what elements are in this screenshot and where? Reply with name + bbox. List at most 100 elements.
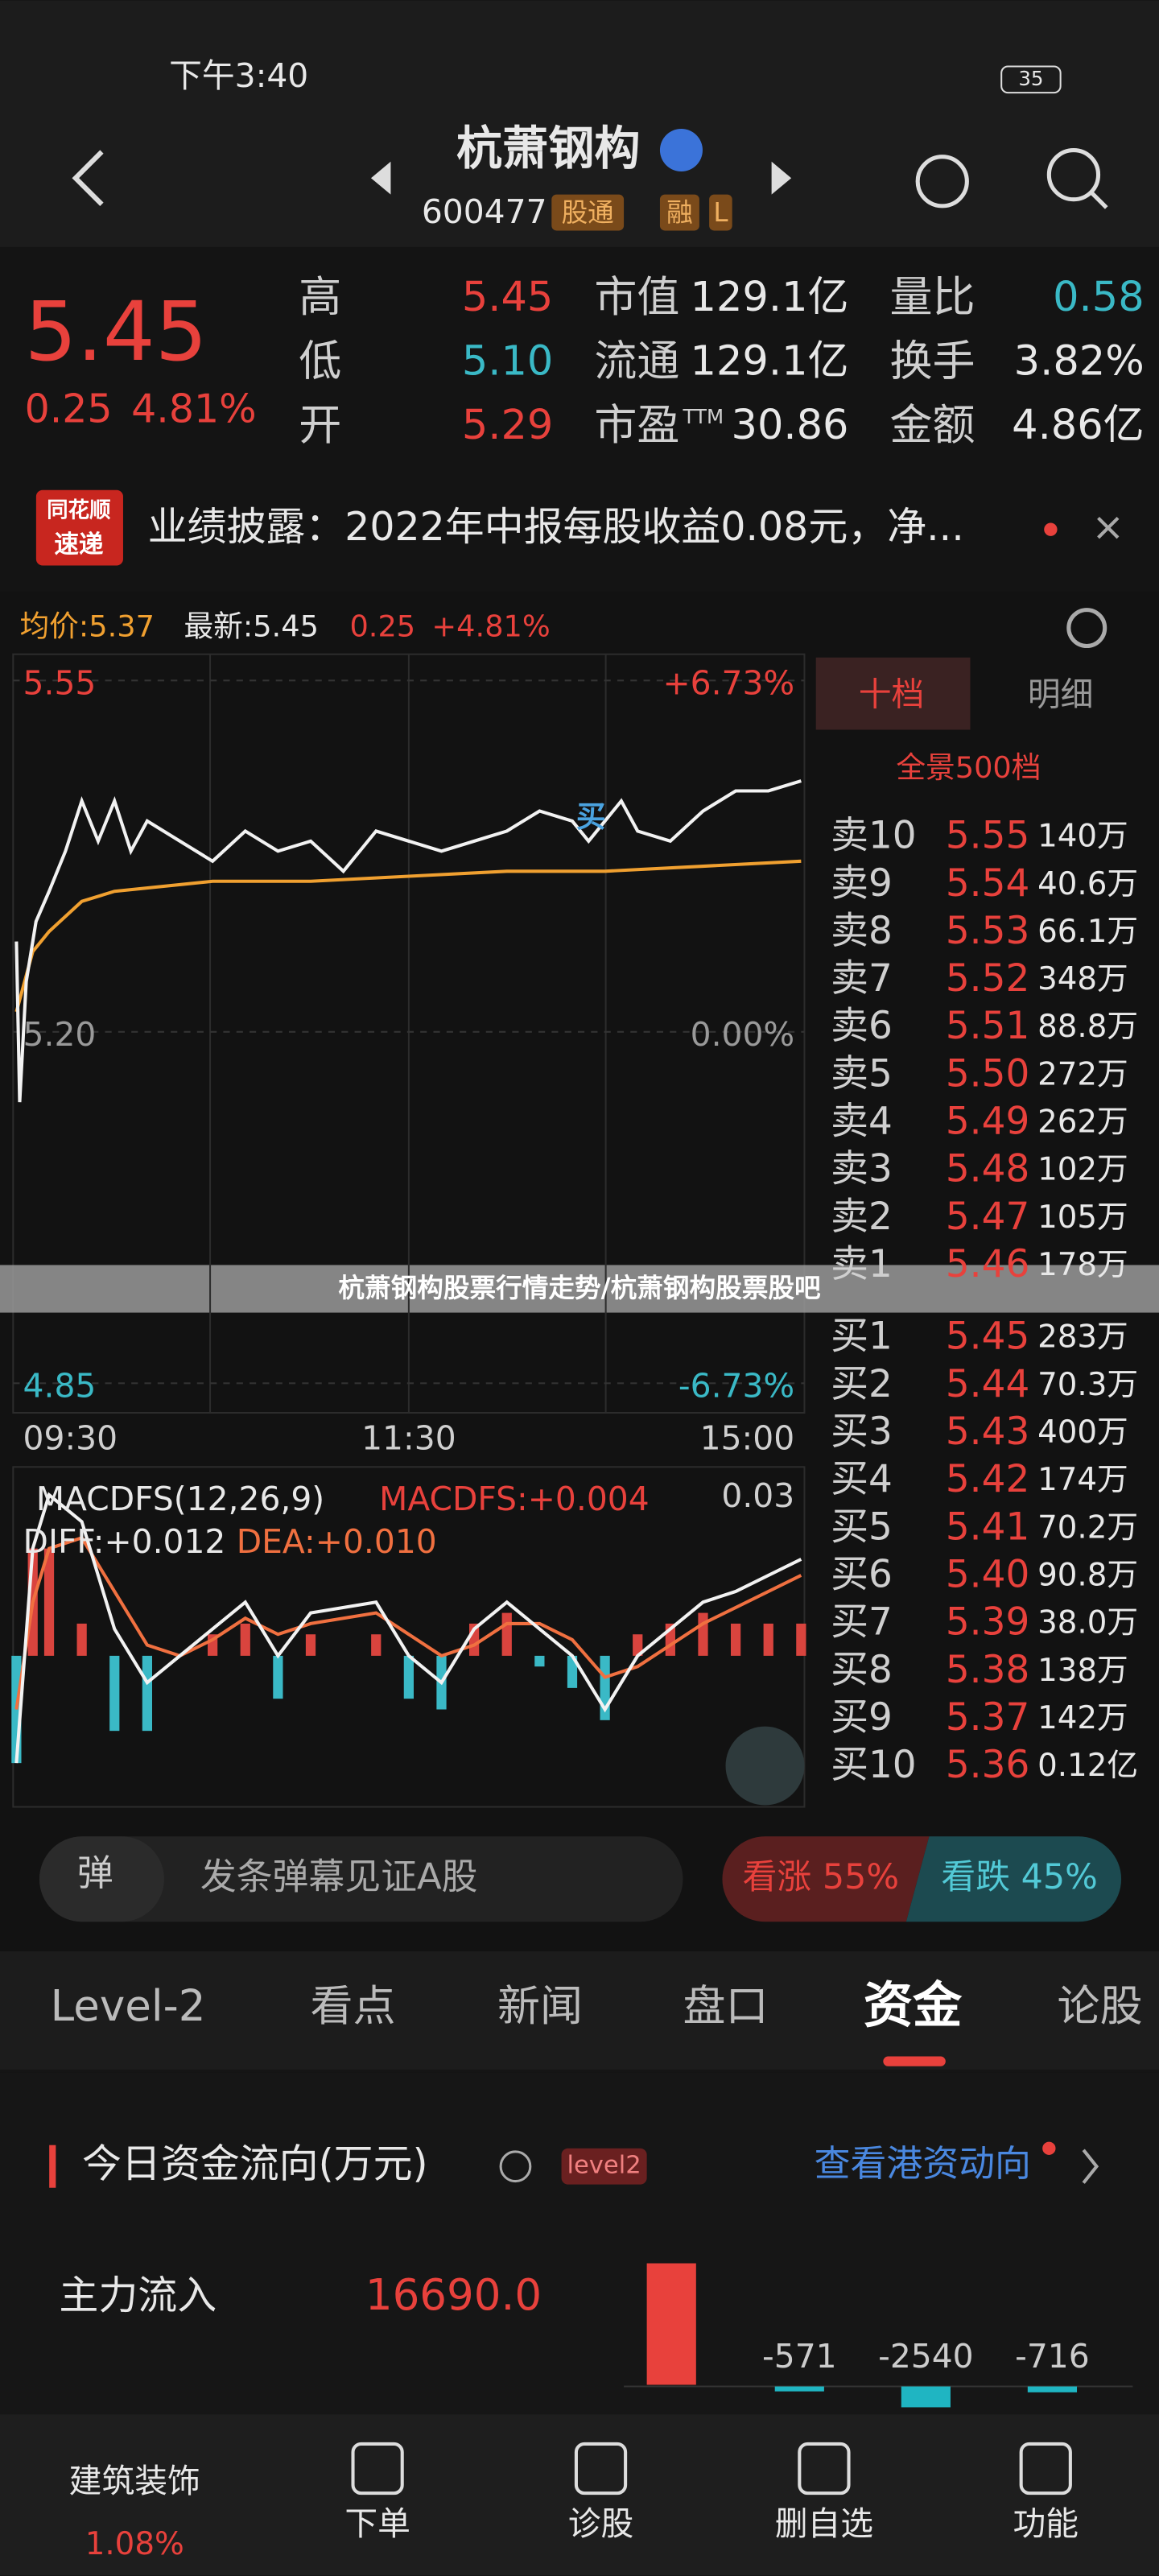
danmaku-icon: 弹 xyxy=(77,1852,113,1894)
book-volume: 178万 xyxy=(1037,1247,1128,1283)
book-level: 买6 xyxy=(831,1552,893,1596)
news-dot xyxy=(1044,522,1058,536)
macd-bar xyxy=(109,1655,120,1732)
book-volume: 102万 xyxy=(1037,1152,1128,1188)
section-tab[interactable]: Level-2 xyxy=(51,1981,206,2031)
stat-value: 129.1亿 xyxy=(691,274,849,321)
news-badge-bottom: 速递 xyxy=(54,531,104,559)
fund-outflow-bar xyxy=(1027,2386,1078,2392)
search-handle xyxy=(1090,191,1108,209)
book-price: 5.40 xyxy=(946,1552,1029,1596)
expand-button[interactable] xyxy=(725,1726,805,1806)
stat-label-sup: TTM xyxy=(682,405,724,428)
book-volume: 272万 xyxy=(1037,1056,1128,1092)
avg-line xyxy=(14,859,802,1013)
dea-line xyxy=(14,1535,802,1710)
book-price: 5.48 xyxy=(946,1147,1029,1191)
book-price: 5.49 xyxy=(946,1100,1029,1144)
book-volume: 138万 xyxy=(1037,1653,1128,1689)
stat-label: 流通 xyxy=(594,336,679,386)
macd-bar xyxy=(567,1655,578,1688)
nav-label[interactable]: 下单 xyxy=(344,2504,410,2543)
hk-flow-link[interactable]: 查看港资动向 xyxy=(815,2142,1031,2185)
stat-label: 市盈 xyxy=(594,400,679,450)
news-badge xyxy=(35,489,123,566)
book-tab[interactable]: 十档 xyxy=(859,675,925,714)
section-tab[interactable]: 看点 xyxy=(311,1981,396,2031)
nav-label[interactable]: 功能 xyxy=(1013,2504,1079,2543)
next-stock[interactable] xyxy=(771,161,792,195)
book-level: 买4 xyxy=(831,1457,893,1501)
stock-tag-bg xyxy=(659,194,699,231)
prev-stock[interactable] xyxy=(370,161,391,195)
book-level: 卖2 xyxy=(831,1195,893,1239)
search-button[interactable] xyxy=(1046,147,1101,202)
stat-label: 量比 xyxy=(889,272,975,322)
news-close[interactable] xyxy=(1097,516,1120,539)
book-volume: 38.0万 xyxy=(1037,1605,1138,1641)
tabs-bg xyxy=(0,1951,1159,2070)
fund-bg xyxy=(0,2072,1159,2418)
macd-bar xyxy=(403,1655,414,1699)
book-level: 卖7 xyxy=(831,956,893,1001)
book-level: 买8 xyxy=(831,1648,893,1692)
book-volume: 142万 xyxy=(1037,1700,1128,1736)
danmaku-icon-bg xyxy=(39,1836,164,1922)
price-change: 0.25 xyxy=(25,386,113,431)
nav-icon xyxy=(351,2442,404,2496)
level2-badge-text: level2 xyxy=(567,2152,641,2180)
stat-label: 换手 xyxy=(889,336,975,386)
fund-bar-label: -571 xyxy=(762,2337,837,2376)
book-volume: 88.8万 xyxy=(1037,1009,1138,1045)
bottom-nav-bg xyxy=(0,2414,1159,2576)
full-depth: 全景500档 xyxy=(896,750,1041,785)
stat-value: 30.86 xyxy=(732,402,849,449)
book-volume: 262万 xyxy=(1037,1104,1128,1141)
book-level: 买3 xyxy=(831,1410,893,1454)
book-volume: 348万 xyxy=(1037,961,1128,997)
bull-button[interactable] xyxy=(722,1836,930,1922)
battery xyxy=(1000,65,1062,94)
macd-value: MACDFS:+0.004 xyxy=(379,1480,650,1518)
bull-label: 看涨 55% xyxy=(743,1857,899,1897)
stat-label: 开 xyxy=(299,400,341,450)
link-dot xyxy=(1042,2141,1056,2155)
section-tab[interactable]: 资金 xyxy=(864,1977,963,2034)
link-arrow[interactable] xyxy=(1082,2149,1099,2184)
settings-button[interactable] xyxy=(1066,608,1107,649)
info-icon[interactable] xyxy=(499,2150,532,2183)
stat-label: 金额 xyxy=(889,400,975,450)
robot-button[interactable] xyxy=(915,155,969,208)
book-tab[interactable]: 明细 xyxy=(1028,675,1094,714)
macd-bar xyxy=(371,1634,382,1656)
nav-label[interactable]: 诊股 xyxy=(568,2504,634,2543)
price-axis-label: 5.20 xyxy=(23,1015,97,1054)
stock-tag: L xyxy=(713,197,728,228)
nav-label[interactable]: 建筑装饰 xyxy=(69,2462,200,2500)
stock-tag: 融 xyxy=(666,197,693,228)
book-volume: 174万 xyxy=(1037,1462,1128,1498)
book-price: 5.36 xyxy=(946,1743,1029,1787)
book-price: 5.43 xyxy=(946,1410,1029,1454)
stock-code: 600477 xyxy=(422,192,547,231)
book-price: 5.54 xyxy=(946,861,1029,906)
book-level: 卖10 xyxy=(831,814,917,858)
nav-label[interactable]: 删自选 xyxy=(775,2504,873,2543)
stock-name: 杭萧钢构 xyxy=(456,122,640,175)
danmaku-input[interactable] xyxy=(39,1836,683,1922)
book-price: 5.51 xyxy=(946,1004,1029,1048)
book-volume: 90.8万 xyxy=(1037,1557,1138,1593)
section-tab[interactable]: 盘口 xyxy=(683,1981,769,2031)
bear-button[interactable] xyxy=(905,1836,1122,1922)
book-level: 卖6 xyxy=(831,1004,893,1048)
nav-sub: 1.08% xyxy=(85,2526,184,2562)
intraday-change: 0.25 xyxy=(349,609,415,644)
book-level: 卖3 xyxy=(831,1147,893,1191)
section-tab[interactable]: 论股 xyxy=(1058,1981,1143,2031)
macd-bar xyxy=(43,1548,55,1656)
back-button[interactable] xyxy=(72,150,104,206)
section-tab[interactable]: 新闻 xyxy=(497,1981,583,2031)
price-axis-label: 4.85 xyxy=(23,1366,97,1405)
stat-value: 3.82% xyxy=(1014,338,1145,386)
